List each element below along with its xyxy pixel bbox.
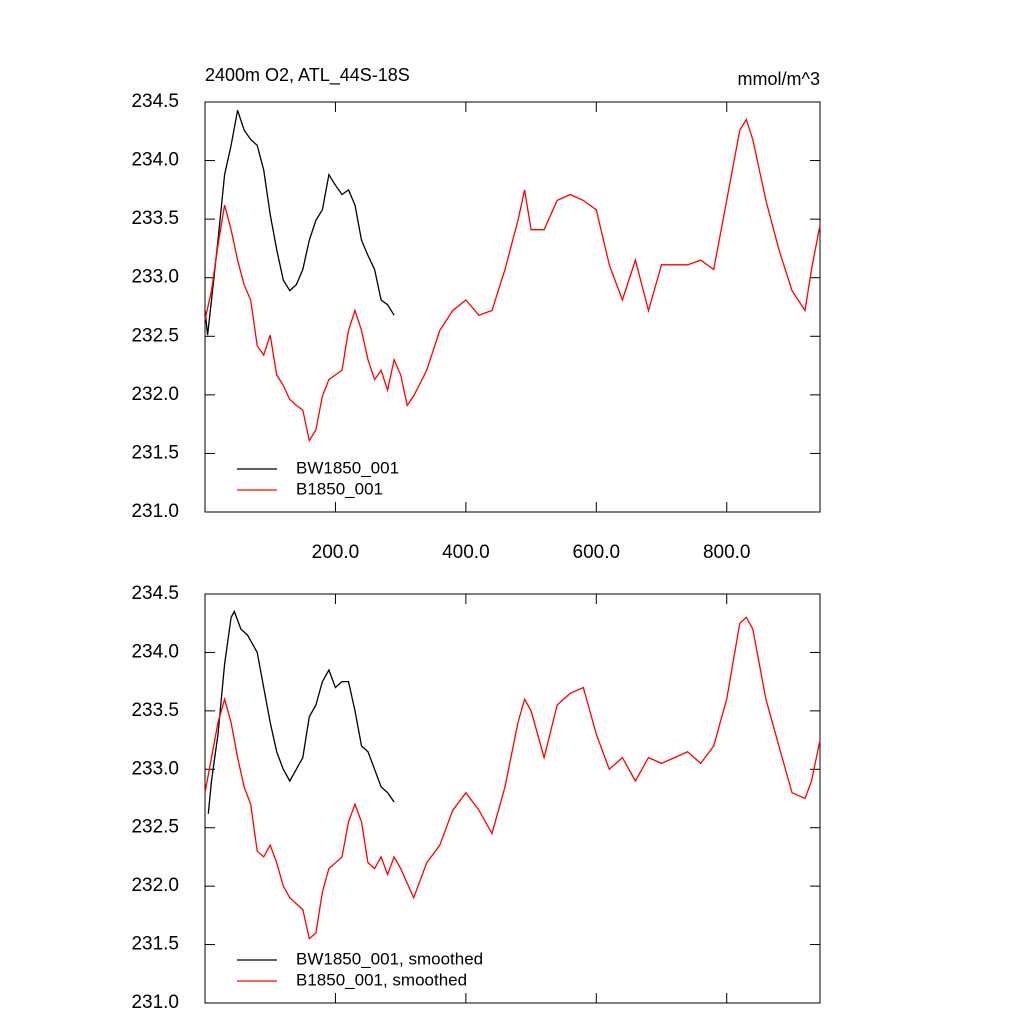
y-tick-label: 232.5: [131, 325, 179, 346]
data-line: [204, 118, 821, 443]
chart-title: 2400m O2, ATL_44S-18S: [205, 65, 410, 86]
data-line: [204, 109, 395, 336]
legend-label: B1850_001, smoothed: [296, 970, 467, 989]
legend-label: BW1850_001, smoothed: [296, 949, 483, 968]
y-tick-label: 232.0: [131, 384, 179, 405]
y-tick-label: 233.5: [131, 208, 179, 229]
plot-frame: [204, 593, 821, 1004]
x-tick-label: 200.0: [312, 542, 360, 563]
legend-label: B1850_001: [296, 479, 383, 498]
y-tick-label: 231.0: [131, 501, 179, 522]
y-tick-label: 234.5: [131, 583, 179, 604]
x-tick-label: 800.0: [703, 542, 751, 563]
y-tick-label: 233.0: [131, 267, 179, 288]
y-tick-label: 233.0: [131, 758, 179, 779]
y-tick-label: 234.0: [131, 641, 179, 662]
y-tick-label: 233.5: [131, 700, 179, 721]
y-tick-label: 231.5: [131, 442, 179, 463]
legend-label: BW1850_001: [296, 458, 399, 477]
x-tick-label: 400.0: [442, 542, 490, 563]
plot-frame: [204, 101, 821, 513]
x-tick-label: 600.0: [573, 542, 621, 563]
units-label: mmol/m^3: [738, 69, 820, 89]
y-tick-label: 232.0: [131, 875, 179, 896]
data-line: [207, 609, 395, 814]
data-line: [204, 616, 821, 940]
y-tick-label: 231.0: [131, 992, 179, 1013]
y-tick-label: 234.5: [131, 91, 179, 112]
y-tick-label: 234.0: [131, 150, 179, 171]
y-tick-label: 231.5: [131, 934, 179, 955]
y-tick-label: 232.5: [131, 817, 179, 838]
